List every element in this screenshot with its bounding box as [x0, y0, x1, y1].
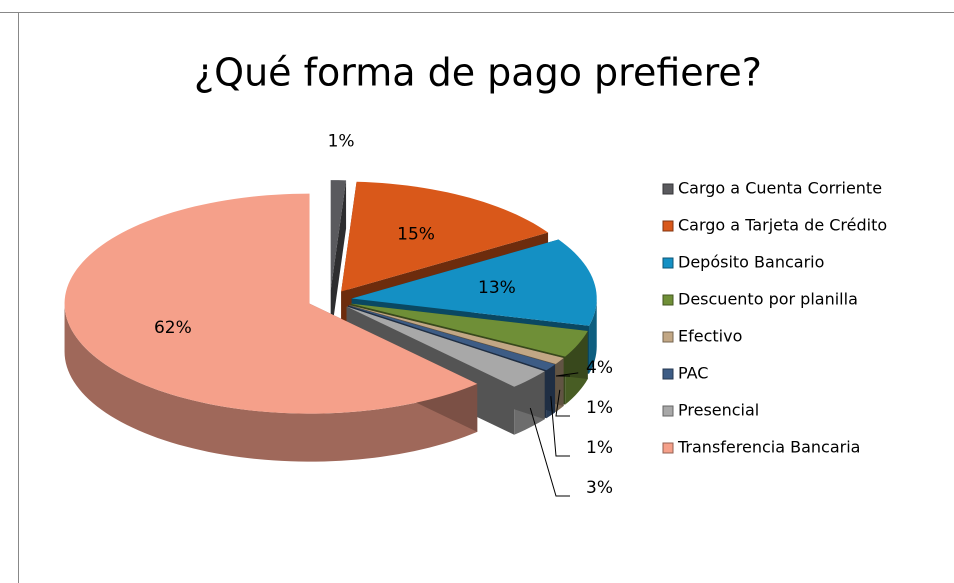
legend-label: Transferencia Bancaria — [677, 438, 860, 457]
slice-side — [589, 298, 597, 374]
legend-swatch — [662, 220, 674, 232]
legend-swatch — [662, 183, 674, 195]
leader-line — [550, 396, 570, 457]
data-label: 4% — [586, 358, 613, 378]
data-label: 1% — [328, 132, 355, 152]
slice — [350, 303, 588, 357]
slice — [351, 239, 597, 326]
legend-label: Efectivo — [678, 327, 742, 346]
chart-title: ¿Qué forma de pago prefiere? — [194, 51, 762, 95]
legend-label: Presencial — [678, 401, 759, 420]
data-label: 62% — [154, 318, 192, 338]
data-label: 15% — [397, 225, 435, 245]
legend-label: Cargo a Tarjeta de Crédito — [678, 216, 887, 235]
slice — [346, 306, 545, 387]
legend-swatch — [662, 257, 674, 269]
legend-label: Descuento por planilla — [678, 290, 858, 309]
data-label: 13% — [478, 278, 516, 298]
slice-side — [64, 303, 478, 462]
legend-label: PAC — [678, 364, 708, 383]
slice — [348, 305, 556, 371]
slice — [348, 305, 564, 364]
legend-label: Cargo a Cuenta Corriente — [678, 179, 882, 198]
legend-swatch — [662, 405, 674, 417]
data-label: 3% — [586, 478, 613, 498]
legend-swatch — [662, 442, 674, 454]
slice — [341, 181, 549, 292]
legend-swatch — [662, 331, 674, 343]
slice — [330, 180, 347, 291]
slice — [64, 193, 478, 414]
data-label: 1% — [586, 438, 613, 458]
leader-line — [529, 407, 570, 497]
leader-line — [555, 372, 579, 377]
slice-wall — [330, 180, 347, 339]
legend-swatch — [662, 294, 674, 306]
legend-label: Depósito Bancario — [678, 253, 824, 272]
leader-line — [555, 389, 570, 417]
data-label: 1% — [586, 398, 613, 418]
legend-swatch — [662, 368, 674, 380]
